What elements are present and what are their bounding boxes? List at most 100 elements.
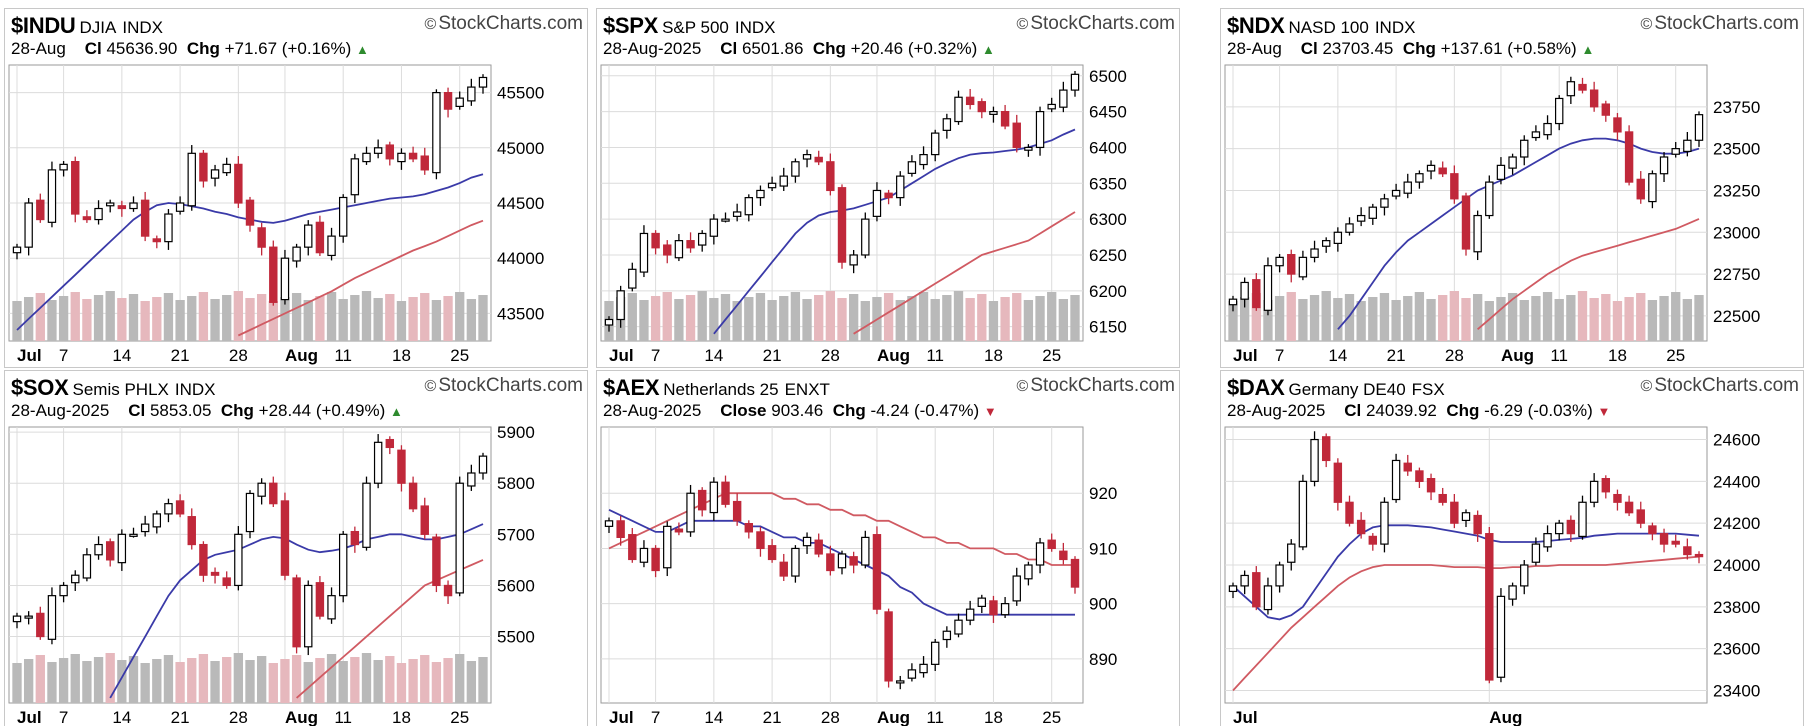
candle xyxy=(327,587,336,624)
candle xyxy=(628,262,637,292)
x-tick-label: Jul xyxy=(609,346,634,365)
chart-panel-spx[interactable]: 6500 6450 6400 6350 6300 6250 6200 6150 Jul 7 14 21… xyxy=(596,8,1180,368)
candle xyxy=(1624,125,1634,186)
candle xyxy=(721,475,730,508)
index-name: S&P 500 xyxy=(662,18,729,37)
volume-bar xyxy=(187,296,197,341)
volume-bar xyxy=(268,663,278,703)
copyright-icon: © xyxy=(424,16,437,33)
candle xyxy=(1000,597,1010,618)
y-tick-label: 23750 xyxy=(1713,98,1760,117)
candle xyxy=(1391,453,1401,503)
volume-bar xyxy=(1047,292,1057,341)
change-label: Chg xyxy=(1402,39,1436,58)
brand-text: StockCharts.com xyxy=(1654,375,1799,396)
candle xyxy=(362,146,371,165)
x-tick-label: 28 xyxy=(1445,346,1464,365)
candle xyxy=(269,240,278,306)
volume-bar xyxy=(105,653,115,703)
chart-panel-sox[interactable]: 5900 5800 5700 5600 5500 Jul 7 14 21 28 Aug 11 18 25 $… xyxy=(4,370,588,726)
candle xyxy=(1508,153,1517,175)
candle xyxy=(373,139,383,159)
volume-bar xyxy=(1671,292,1681,341)
x-tick-label: 11 xyxy=(334,708,352,726)
candle xyxy=(1694,111,1704,147)
chart-panel-aex[interactable]: 920 910 900 890 Jul 7 14 21 28 Aug 11 18 25 $AEX Nethe… xyxy=(596,370,1180,726)
change-label: Chg xyxy=(832,401,866,420)
candle xyxy=(467,464,476,491)
volume-bar xyxy=(732,301,742,341)
x-tick-label: 14 xyxy=(1328,346,1347,365)
y-tick-label: 23000 xyxy=(1713,223,1760,242)
volume-bar xyxy=(396,663,407,703)
change-value: -6.29 (-0.03%) xyxy=(1484,401,1593,420)
change-value: -4.24 (-0.47%) xyxy=(870,401,980,420)
volume-bar xyxy=(198,654,209,703)
candle xyxy=(954,613,963,638)
candle xyxy=(1520,560,1529,595)
volume-bar xyxy=(860,301,870,341)
candle xyxy=(1345,217,1354,236)
volume-bar xyxy=(385,656,395,703)
volume-bar xyxy=(152,659,162,703)
candle xyxy=(47,587,57,645)
candle xyxy=(1520,135,1529,166)
volume-bar xyxy=(478,295,488,341)
brand-logo: © StockCharts.com xyxy=(1017,13,1175,35)
candle xyxy=(686,484,695,537)
volume-bar xyxy=(790,292,801,341)
candle xyxy=(1543,525,1552,552)
candle xyxy=(304,580,313,656)
candle xyxy=(697,487,707,517)
candle xyxy=(1508,582,1517,606)
x-tick-label: 18 xyxy=(1608,346,1627,365)
candle xyxy=(1059,81,1068,113)
close-value: 6501.86 xyxy=(741,39,804,58)
volume-bar xyxy=(1321,291,1331,341)
candle xyxy=(455,91,464,110)
volume-bar xyxy=(1251,293,1261,341)
volume-bar xyxy=(385,294,395,341)
candle xyxy=(1391,183,1401,200)
volume-bar xyxy=(1496,297,1506,341)
volume-bar xyxy=(466,299,477,341)
x-tick-label: Aug xyxy=(285,708,318,726)
panel-header: $AEX Netherlands 25 ENXT xyxy=(603,375,1173,401)
candle xyxy=(129,527,138,538)
ma50-line xyxy=(296,559,484,699)
y-tick-label: 24400 xyxy=(1713,472,1760,491)
candle xyxy=(1648,522,1657,541)
candle xyxy=(94,536,103,560)
candle xyxy=(1473,210,1482,261)
volume-bar xyxy=(1035,296,1045,341)
chart-panel-dax[interactable]: 24600 24400 24200 24000 23800 23600 23400 Jul Au… xyxy=(1220,370,1804,726)
y-tick-label: 24600 xyxy=(1713,431,1760,450)
chart-panel-ndx[interactable]: 23750 23500 23250 23000 22750 22500 Jul 7 14 21 28… xyxy=(1220,8,1804,368)
y-tick-label: 22500 xyxy=(1713,307,1760,326)
candle xyxy=(744,194,754,222)
candle xyxy=(861,212,870,259)
candle xyxy=(36,606,45,640)
volume-bar xyxy=(1531,296,1541,341)
index-name: Germany DE40 xyxy=(1288,380,1406,399)
volume-bar xyxy=(1624,297,1634,341)
candle xyxy=(802,149,812,168)
candle xyxy=(744,520,754,539)
candle xyxy=(709,477,719,521)
chart-panel-indu[interactable]: 45500 45000 44500 44000 43500 Jul 7 14 21 28 Aug 11… xyxy=(4,8,588,368)
candle xyxy=(338,531,348,603)
candle xyxy=(767,176,777,192)
candle xyxy=(826,545,835,576)
volume-bar xyxy=(1263,300,1273,341)
brand-text: StockCharts.com xyxy=(438,375,583,396)
candle xyxy=(12,243,22,260)
quote-line: 28-Aug-2025 Close 903.46 Chg -4.24 (-0.4… xyxy=(603,401,1173,423)
exchange-label: FSX xyxy=(1411,380,1445,399)
volume-bar xyxy=(23,659,34,703)
close-value: 5853.05 xyxy=(149,401,212,420)
candle xyxy=(849,551,858,574)
date-label: 28-Aug xyxy=(11,39,66,58)
candle xyxy=(1636,501,1645,529)
candle xyxy=(1659,528,1669,553)
brand-logo: © StockCharts.com xyxy=(1641,375,1799,397)
